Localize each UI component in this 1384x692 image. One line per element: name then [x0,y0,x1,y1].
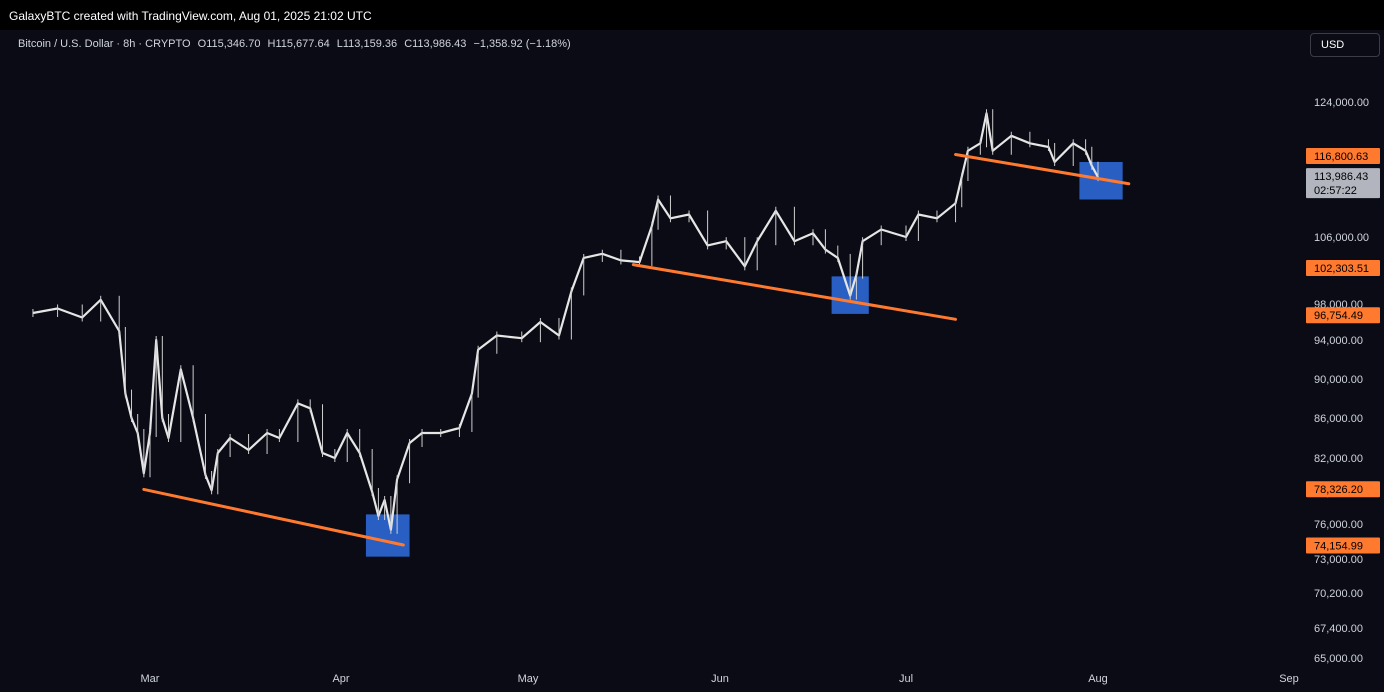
price-tag-label: 74,154.99 [1314,541,1363,553]
trendline-3 [954,153,1131,186]
trendline-1 [142,487,405,547]
legend-close: C113,986.43 [404,38,467,50]
x-tick-label: Mar [141,673,160,685]
y-tick-label: 82,000.00 [1314,453,1363,465]
y-tick-label: 73,000.00 [1314,554,1363,566]
price-chart[interactable]: 124,000.00106,000.0098,000.0094,000.0090… [0,30,1384,692]
price-tag-label: 116,800.63 [1314,151,1368,163]
chart-legend: Bitcoin / U.S. Dollar · 8h · CRYPTO O115… [18,38,575,50]
price-tag-label: 96,754.49 [1314,310,1363,322]
y-tick-label: 70,200.00 [1314,588,1363,600]
x-tick-label: Jun [711,673,729,685]
y-tick-label: 86,000.00 [1314,413,1363,425]
credit-text: GalaxyBTC created with TradingView.com, … [9,9,372,23]
legend-symbol: Bitcoin / U.S. Dollar · 8h · CRYPTO [18,38,191,50]
countdown-label: 02:57:22 [1314,185,1357,197]
legend-change: −1,358.92 (−1.18%) [473,38,571,50]
legend-open: O115,346.70 [197,38,261,50]
x-tick-label: Apr [332,673,349,685]
y-tick-label: 90,000.00 [1314,374,1363,386]
y-tick-label: 76,000.00 [1314,519,1363,531]
legend-low: L113,159.36 [336,38,398,50]
price-tag [1306,537,1380,554]
price-tag-label: 102,303.51 [1314,263,1369,275]
x-tick-label: Jul [899,673,913,685]
y-tick-label: 94,000.00 [1314,335,1363,347]
price-tag [1306,481,1380,498]
last-price-tag [1306,168,1380,199]
x-tick-label: Sep [1279,673,1299,685]
y-tick-label: 124,000.00 [1314,97,1369,109]
y-tick-label: 106,000.00 [1314,232,1369,244]
y-tick-label: 65,000.00 [1314,653,1363,665]
price-tag [1306,307,1380,324]
currency-button[interactable]: USD [1310,33,1380,57]
y-tick-label: 67,400.00 [1314,623,1363,635]
price-series-line [32,112,1099,531]
trendline-2 [631,263,958,321]
chart-frame[interactable] [0,30,1384,692]
price-axis [1300,30,1384,692]
price-tag-label: 78,326.20 [1314,484,1363,496]
x-tick-label: May [518,673,539,685]
price-tag [1306,259,1380,276]
top-bar: GalaxyBTC created with TradingView.com, … [0,0,1384,30]
price-tag [1306,147,1380,164]
legend-high: H115,677.64 [267,38,330,50]
last-price-label: 113,986.43 [1314,171,1368,183]
x-tick-label: Aug [1088,673,1108,685]
highlight-zone-1 [365,514,410,557]
